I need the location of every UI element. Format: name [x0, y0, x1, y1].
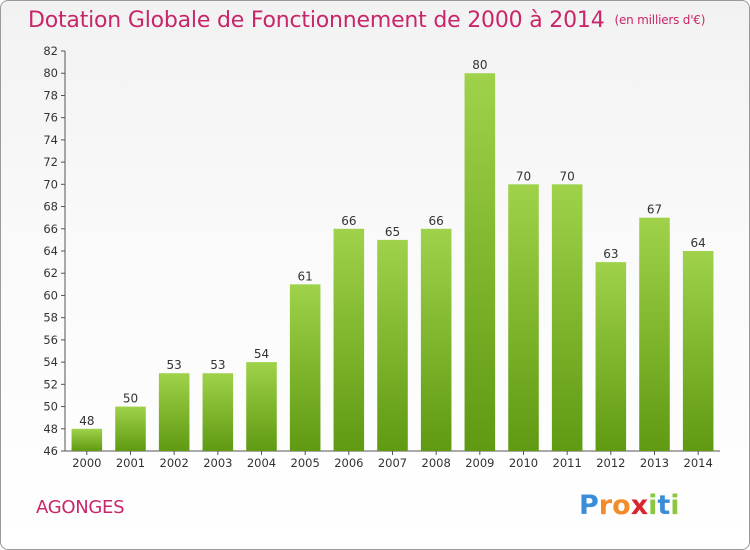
- x-tick-label: 2005: [291, 456, 320, 470]
- x-tick-label: 2003: [203, 456, 232, 470]
- logo-letter: t: [657, 490, 671, 521]
- y-tick-label: 60: [43, 288, 58, 302]
- chart-title: Dotation Globale de Fonctionnement de 20…: [28, 8, 705, 33]
- bar-2012: [595, 262, 627, 451]
- x-tick-label: 2011: [553, 456, 582, 470]
- x-tick-label: 2008: [422, 456, 451, 470]
- data-label: 50: [123, 392, 138, 406]
- y-tick-label: 62: [43, 266, 58, 280]
- x-tick-label: 2012: [596, 456, 625, 470]
- proxiti-logo: Proxiti: [579, 490, 680, 521]
- data-label: 66: [429, 214, 444, 228]
- bar-2010: [508, 184, 539, 452]
- y-tick-label: 70: [43, 177, 58, 191]
- bar-2001: [115, 406, 146, 451]
- y-tick-label: 78: [43, 88, 58, 102]
- bar-2011: [551, 184, 583, 452]
- data-label: 64: [691, 236, 706, 250]
- y-tick-label: 76: [43, 111, 58, 125]
- labels: 2000 48 2001 50 2002 53 2003 53 2004 54 2005 61 2006…: [72, 58, 713, 470]
- y-tick-label: 68: [43, 200, 58, 214]
- data-label: 61: [298, 269, 313, 283]
- commune-name: AGONGES: [36, 497, 125, 518]
- data-label: 53: [210, 358, 225, 372]
- logo-letter: P: [579, 490, 599, 521]
- logo-letter: o: [612, 490, 631, 521]
- y-tick-label: 54: [43, 355, 58, 369]
- bar-2005: [289, 284, 321, 451]
- x-tick-label: 2006: [334, 456, 363, 470]
- bar-2006: [333, 228, 365, 451]
- x-tick-label: 2007: [378, 456, 407, 470]
- data-label: 48: [79, 414, 94, 428]
- bars: [71, 73, 714, 452]
- bar-2008: [420, 228, 452, 451]
- bar-2004: [246, 362, 277, 451]
- logo-letter: i: [670, 490, 680, 521]
- bar-2014: [682, 251, 714, 451]
- y-tick-label: 52: [43, 377, 58, 391]
- bar-2007: [377, 239, 408, 451]
- y-tick-label: 64: [43, 244, 58, 258]
- data-label: 80: [472, 58, 487, 72]
- data-label: 70: [516, 169, 531, 183]
- y-tick-label: 66: [43, 222, 58, 236]
- x-tick-label: 2004: [247, 456, 276, 470]
- bar-2013: [639, 217, 670, 451]
- bar-2002: [158, 373, 190, 451]
- chart-subtitle: (en milliers d'€): [614, 13, 706, 27]
- axes: 46 48 50 52 54 56 58 60 62 64 66 68 70 72 74 76 78 80 82: [43, 44, 720, 458]
- x-tick-label: 2001: [116, 456, 145, 470]
- data-label: 53: [167, 358, 182, 372]
- chart-title-text: Dotation Globale de Fonctionnement de 20…: [28, 8, 605, 33]
- data-label: 65: [385, 225, 400, 239]
- y-tick-label: 46: [43, 444, 58, 458]
- y-tick-label: 50: [43, 400, 58, 414]
- x-tick-label: 2002: [160, 456, 189, 470]
- data-label: 54: [254, 347, 269, 361]
- y-tick-label: 74: [43, 133, 58, 147]
- logo-letter: i: [648, 490, 658, 521]
- data-label: 70: [560, 169, 575, 183]
- y-tick-label: 80: [43, 66, 58, 80]
- y-tick-label: 56: [43, 333, 58, 347]
- x-tick-label: 2009: [465, 456, 494, 470]
- data-label: 66: [341, 214, 356, 228]
- x-tick-label: 2010: [509, 456, 538, 470]
- x-tick-label: 2000: [72, 456, 101, 470]
- data-label: 63: [603, 247, 618, 261]
- logo-letter: r: [598, 490, 613, 521]
- x-tick-label: 2013: [640, 456, 669, 470]
- y-tick-label: 82: [43, 44, 58, 58]
- x-tick-label: 2014: [684, 456, 713, 470]
- y-tick-label: 48: [43, 422, 58, 436]
- y-tick-label: 72: [43, 155, 58, 169]
- logo-letter: x: [630, 490, 649, 521]
- bar-2003: [202, 373, 234, 451]
- bar-2000: [71, 428, 103, 451]
- data-label: 67: [647, 203, 662, 217]
- bar-2009: [464, 73, 496, 451]
- y-tick-label: 58: [43, 311, 58, 325]
